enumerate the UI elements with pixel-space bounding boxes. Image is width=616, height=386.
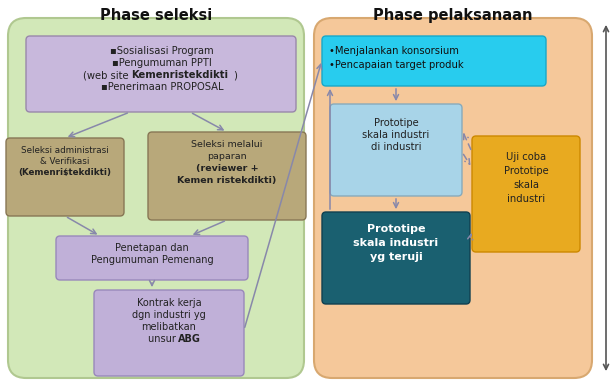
Text: Prototipe: Prototipe [374, 118, 418, 128]
Text: Prototipe: Prototipe [504, 166, 548, 176]
Text: Pengumuman Pemenang: Pengumuman Pemenang [91, 255, 213, 265]
Text: dgn industri yg: dgn industri yg [132, 310, 206, 320]
FancyBboxPatch shape [56, 236, 248, 280]
Text: •Menjalankan konsorsium: •Menjalankan konsorsium [329, 46, 459, 56]
FancyBboxPatch shape [94, 290, 244, 376]
FancyBboxPatch shape [148, 132, 306, 220]
Text: unsur: unsur [148, 334, 179, 344]
Text: Prototipe: Prototipe [367, 224, 425, 234]
Text: industri: industri [507, 194, 545, 204]
Text: ): ) [233, 70, 237, 80]
Text: Uji coba: Uji coba [506, 152, 546, 162]
Text: yg teruji: yg teruji [370, 252, 423, 262]
Text: Seleksi melalui: Seleksi melalui [192, 140, 262, 149]
Text: Phase seleksi: Phase seleksi [100, 8, 212, 23]
FancyBboxPatch shape [8, 18, 304, 378]
Text: skala: skala [513, 180, 539, 190]
FancyBboxPatch shape [314, 18, 592, 378]
Text: Kemenristekdikti: Kemenristekdikti [131, 70, 228, 80]
Text: skala industri: skala industri [362, 130, 429, 140]
Text: ▪Pengumuman PPTI: ▪Pengumuman PPTI [112, 58, 212, 68]
Text: ABG: ABG [178, 334, 201, 344]
Text: paparan: paparan [207, 152, 247, 161]
Text: Control  Kemenristekdikti: Control Kemenristekdikti [614, 138, 616, 258]
Text: ▪Penerimaan PROPOSAL: ▪Penerimaan PROPOSAL [101, 82, 223, 92]
Text: skala industri: skala industri [354, 238, 439, 248]
FancyBboxPatch shape [472, 136, 580, 252]
Text: Kontrak kerja: Kontrak kerja [137, 298, 201, 308]
Text: (web site: (web site [83, 70, 132, 80]
Text: Penetapan dan: Penetapan dan [115, 243, 189, 253]
Text: & Verifikasi: & Verifikasi [40, 157, 90, 166]
Text: ▪Sosialisasi Program: ▪Sosialisasi Program [110, 46, 214, 56]
FancyBboxPatch shape [6, 138, 124, 216]
Text: Kemen ristekdikti): Kemen ristekdikti) [177, 176, 277, 185]
Text: (Kemenristekdikti): (Kemenristekdikti) [18, 168, 111, 177]
Text: melibatkan: melibatkan [142, 322, 197, 332]
FancyBboxPatch shape [322, 36, 546, 86]
Text: (: ( [63, 168, 67, 177]
Text: •Pencapaian target produk: •Pencapaian target produk [329, 60, 464, 70]
FancyBboxPatch shape [26, 36, 296, 112]
FancyBboxPatch shape [322, 212, 470, 304]
Text: (reviewer +: (reviewer + [196, 164, 258, 173]
FancyBboxPatch shape [330, 104, 462, 196]
Text: Seleksi administrasi: Seleksi administrasi [21, 146, 109, 155]
Text: di industri: di industri [371, 142, 421, 152]
Text: Phase pelaksanaan: Phase pelaksanaan [373, 8, 533, 23]
